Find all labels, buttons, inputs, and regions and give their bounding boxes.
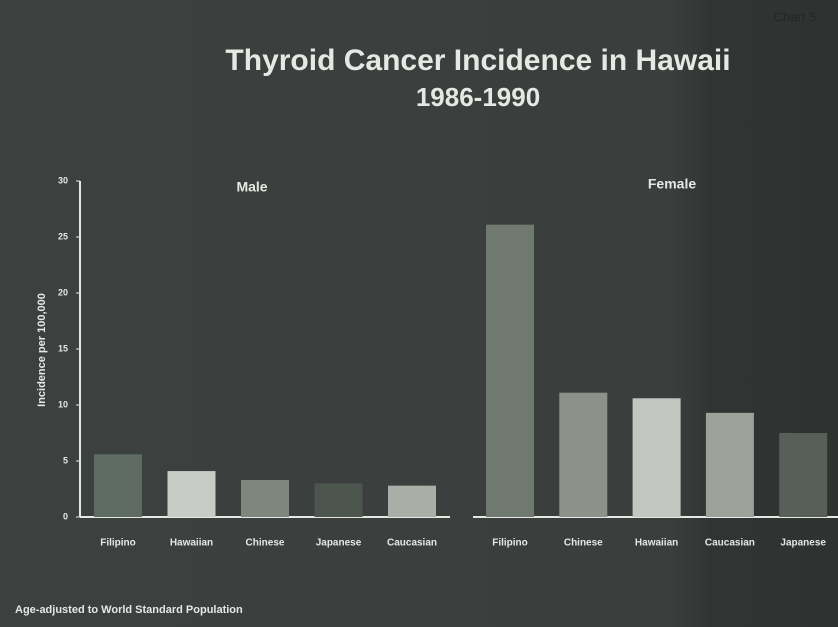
panel-title: Female xyxy=(648,176,696,192)
y-tick-label: 0 xyxy=(63,511,68,521)
bar xyxy=(705,412,754,517)
x-tick-label: Japanese xyxy=(780,538,826,549)
bar xyxy=(632,398,681,517)
chart-number: Chart 5 xyxy=(774,9,817,24)
bar xyxy=(388,485,436,517)
chart-subtitle: 1986-1990 xyxy=(416,82,540,112)
y-tick-label: 5 xyxy=(63,455,68,465)
y-tick-label: 20 xyxy=(58,287,68,297)
x-tick-label: Japanese xyxy=(316,538,362,549)
y-tick-label: 15 xyxy=(58,343,68,353)
panel-title: Male xyxy=(236,179,267,195)
bar xyxy=(167,471,216,517)
footnote: Age-adjusted to World Standard Populatio… xyxy=(15,604,243,616)
x-tick-label: Filipino xyxy=(100,538,136,549)
bar xyxy=(94,454,142,517)
bar xyxy=(559,392,608,517)
x-tick-label: Chinese xyxy=(564,538,603,549)
y-tick-label: 25 xyxy=(58,231,68,241)
x-tick-label: Caucasian xyxy=(387,538,437,549)
bar xyxy=(486,224,534,517)
y-tick-label: 30 xyxy=(58,175,68,185)
y-axis-label: Incidence per 100,000 xyxy=(36,293,48,407)
x-tick-label: Filipino xyxy=(492,538,528,549)
x-tick-label: Hawaiian xyxy=(170,538,213,549)
x-tick-label: Hawaiian xyxy=(635,538,678,549)
y-tick-label: 10 xyxy=(58,399,68,409)
bar xyxy=(314,483,363,517)
chart-title: Thyroid Cancer Incidence in Hawaii xyxy=(225,44,730,77)
x-tick-label: Chinese xyxy=(246,538,285,549)
x-tick-label: Caucasian xyxy=(705,538,755,549)
bar xyxy=(779,433,828,517)
bar xyxy=(241,480,289,517)
